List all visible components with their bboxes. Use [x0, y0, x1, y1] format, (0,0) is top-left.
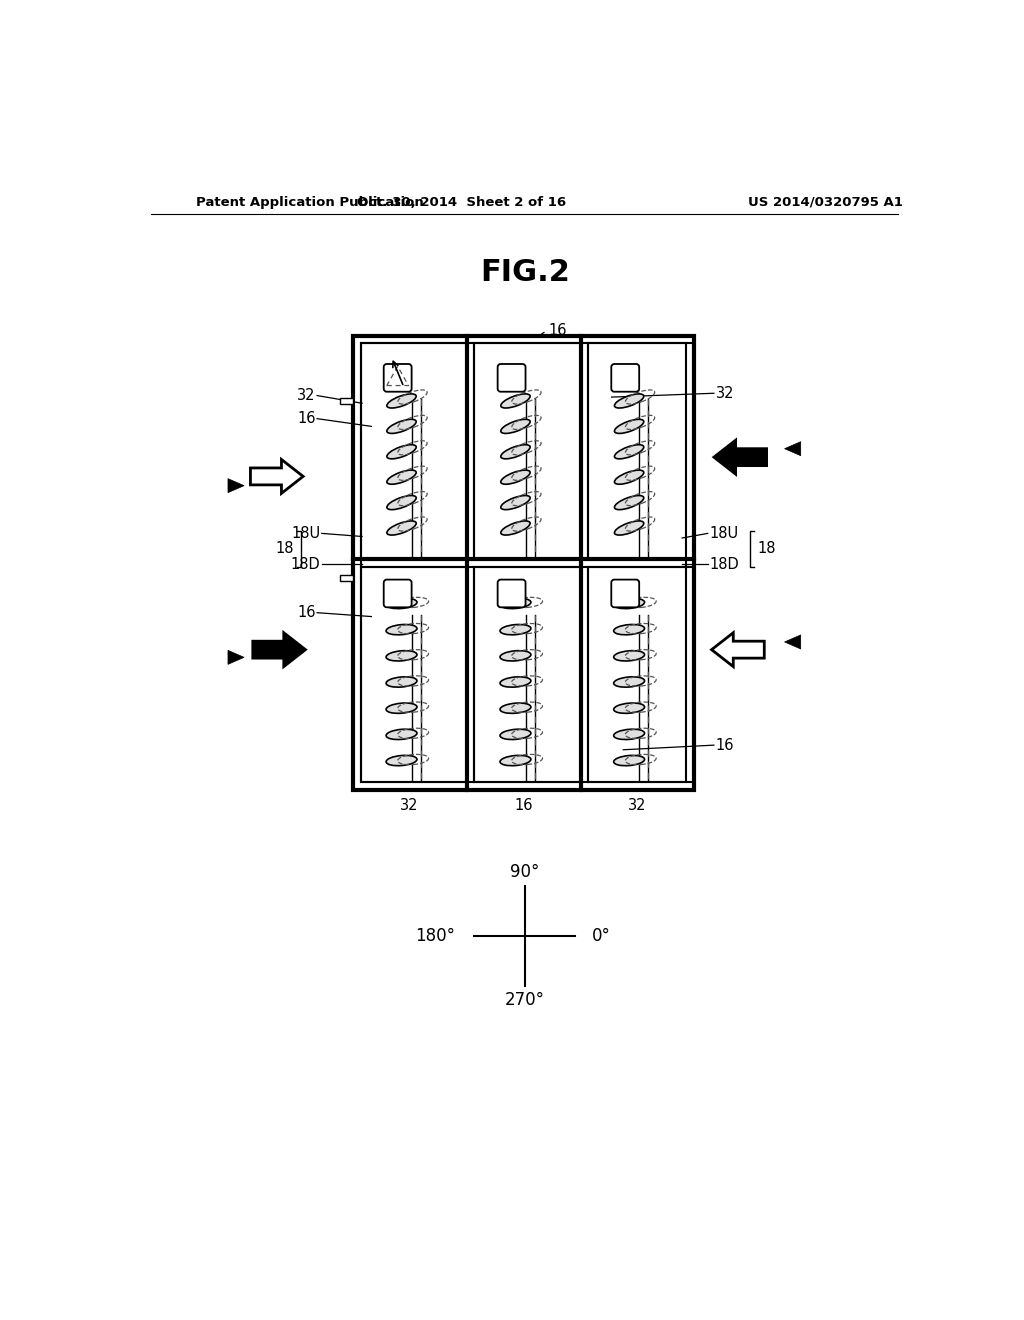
- Ellipse shape: [500, 755, 530, 766]
- Text: Patent Application Publication: Patent Application Publication: [197, 195, 424, 209]
- Text: Oct. 30, 2014  Sheet 2 of 16: Oct. 30, 2014 Sheet 2 of 16: [356, 195, 566, 209]
- Ellipse shape: [614, 445, 644, 459]
- Ellipse shape: [500, 704, 530, 713]
- Ellipse shape: [613, 598, 644, 609]
- FancyBboxPatch shape: [611, 364, 639, 392]
- Ellipse shape: [501, 521, 530, 535]
- Text: 18: 18: [758, 541, 776, 556]
- Text: 270°: 270°: [505, 991, 545, 1008]
- Ellipse shape: [614, 420, 644, 433]
- Text: 90°: 90°: [510, 863, 540, 882]
- Ellipse shape: [386, 755, 417, 766]
- Bar: [352, 335, 693, 789]
- Ellipse shape: [501, 470, 530, 484]
- Text: US 2014/0320795 A1: US 2014/0320795 A1: [749, 195, 903, 209]
- Ellipse shape: [500, 624, 530, 635]
- Text: 32: 32: [628, 797, 646, 813]
- Ellipse shape: [501, 445, 530, 459]
- Ellipse shape: [387, 521, 416, 535]
- Text: 32: 32: [716, 385, 734, 401]
- Ellipse shape: [386, 677, 417, 688]
- Text: 18D: 18D: [710, 557, 739, 572]
- Bar: [360, 343, 686, 781]
- Text: 16: 16: [297, 411, 315, 426]
- Text: FIG.2: FIG.2: [480, 257, 569, 286]
- Text: 32: 32: [297, 388, 315, 403]
- Polygon shape: [251, 459, 303, 494]
- Ellipse shape: [501, 420, 530, 433]
- Ellipse shape: [387, 495, 416, 510]
- FancyBboxPatch shape: [384, 579, 412, 607]
- Bar: [360, 566, 467, 781]
- Ellipse shape: [613, 677, 644, 688]
- FancyBboxPatch shape: [498, 364, 525, 392]
- Ellipse shape: [386, 704, 417, 713]
- Text: 180°: 180°: [415, 927, 455, 945]
- Ellipse shape: [613, 624, 644, 635]
- Ellipse shape: [500, 651, 530, 661]
- Text: 0°: 0°: [592, 927, 611, 945]
- Ellipse shape: [500, 677, 530, 688]
- Polygon shape: [712, 632, 764, 667]
- Ellipse shape: [614, 495, 644, 510]
- Text: 16: 16: [297, 605, 315, 620]
- Text: 18U: 18U: [710, 525, 738, 541]
- Text: 18: 18: [275, 541, 294, 556]
- Ellipse shape: [613, 704, 644, 713]
- Polygon shape: [714, 441, 767, 474]
- Ellipse shape: [386, 598, 417, 609]
- Ellipse shape: [501, 495, 530, 510]
- Bar: [340, 576, 352, 581]
- FancyBboxPatch shape: [498, 579, 525, 607]
- Ellipse shape: [387, 420, 416, 433]
- Polygon shape: [784, 635, 801, 649]
- Polygon shape: [784, 442, 801, 455]
- Bar: [474, 343, 581, 558]
- Ellipse shape: [500, 598, 530, 609]
- Ellipse shape: [613, 729, 644, 739]
- Text: 18D: 18D: [291, 557, 321, 572]
- Bar: [589, 343, 693, 558]
- Ellipse shape: [387, 470, 416, 484]
- Text: 32: 32: [400, 797, 419, 813]
- Ellipse shape: [614, 470, 644, 484]
- Ellipse shape: [614, 521, 644, 535]
- Bar: [360, 343, 467, 558]
- Polygon shape: [228, 651, 244, 664]
- Polygon shape: [228, 479, 244, 492]
- Bar: [589, 566, 693, 781]
- FancyBboxPatch shape: [611, 579, 639, 607]
- Ellipse shape: [500, 729, 530, 739]
- FancyBboxPatch shape: [384, 364, 412, 392]
- Bar: [474, 566, 581, 781]
- Ellipse shape: [387, 445, 416, 459]
- Ellipse shape: [613, 755, 644, 766]
- Ellipse shape: [386, 624, 417, 635]
- Ellipse shape: [387, 393, 416, 408]
- Polygon shape: [253, 632, 305, 667]
- Ellipse shape: [613, 651, 644, 661]
- Text: 16: 16: [549, 322, 567, 338]
- Ellipse shape: [386, 729, 417, 739]
- Ellipse shape: [501, 393, 530, 408]
- Ellipse shape: [386, 651, 417, 661]
- Ellipse shape: [614, 393, 644, 408]
- Text: 16: 16: [514, 797, 532, 813]
- Text: 18U: 18U: [291, 525, 321, 541]
- Bar: [340, 397, 352, 404]
- Text: 16: 16: [716, 738, 734, 752]
